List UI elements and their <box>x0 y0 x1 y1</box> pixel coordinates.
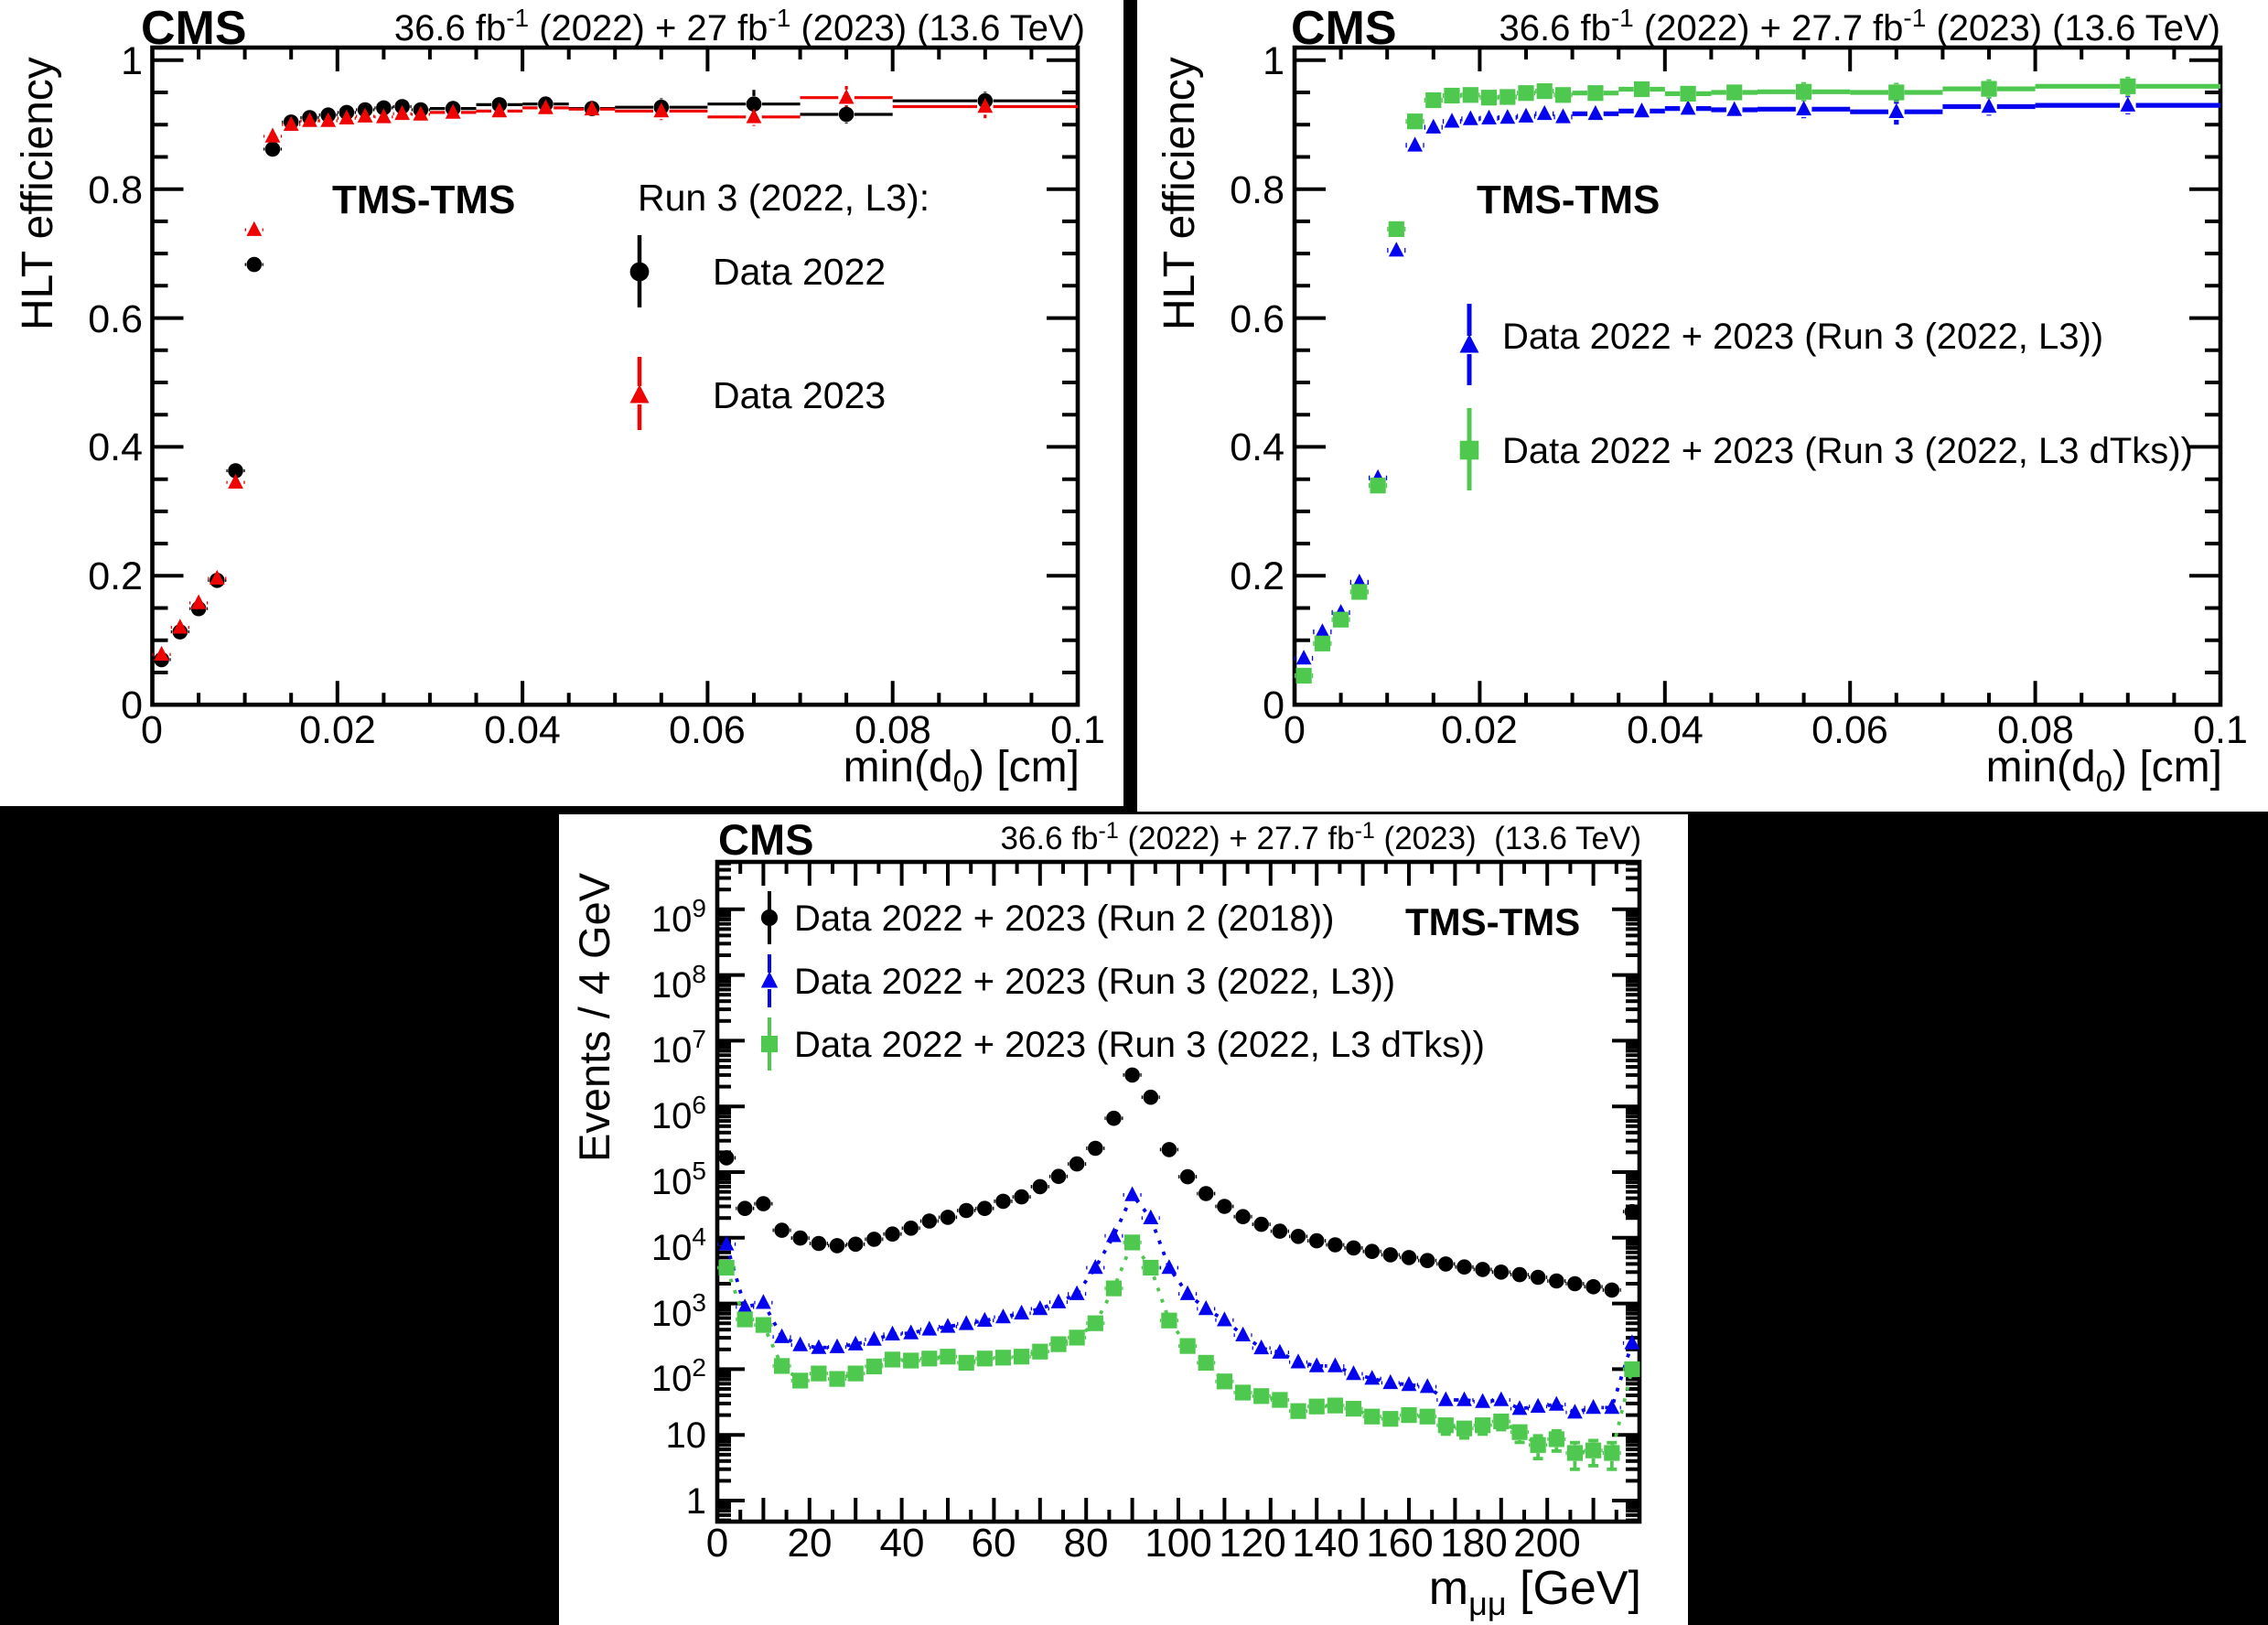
svg-text:36.6 fb-1 (2022) + 27 fb-1 (20: 36.6 fb-1 (2022) + 27 fb-1 (2023) (13.6 … <box>394 4 1085 48</box>
svg-text:107: 107 <box>651 1025 706 1071</box>
svg-text:0: 0 <box>1284 708 1306 752</box>
svg-text:min(d0) [cm]: min(d0) [cm] <box>1986 743 2222 798</box>
svg-text:Data 2022 + 2023 (Run 2 (2018): Data 2022 + 2023 (Run 2 (2018)) <box>794 899 1334 939</box>
svg-text:102: 102 <box>651 1353 706 1399</box>
svg-text:106: 106 <box>651 1091 706 1136</box>
svg-text:0.2: 0.2 <box>88 554 143 598</box>
svg-text:HLT efficiency: HLT efficiency <box>1155 57 1204 330</box>
svg-text:1: 1 <box>1263 39 1284 83</box>
svg-text:0.8: 0.8 <box>1230 168 1284 212</box>
svg-text:0.08: 0.08 <box>1997 708 2074 752</box>
svg-text:105: 105 <box>651 1157 706 1202</box>
svg-text:0.8: 0.8 <box>88 168 143 212</box>
svg-text:1: 1 <box>686 1481 706 1522</box>
svg-text:Events / 4 GeV: Events / 4 GeV <box>570 872 618 1162</box>
svg-text:200: 200 <box>1513 1521 1580 1566</box>
svg-text:Data 2022 + 2023 (Run 3 (2022,: Data 2022 + 2023 (Run 3 (2022, L3)) <box>1502 317 2103 357</box>
svg-text:20: 20 <box>788 1521 833 1566</box>
svg-text:Data 2022 + 2023 (Run 3 (2022,: Data 2022 + 2023 (Run 3 (2022, L3)) <box>794 962 1395 1002</box>
svg-text:0.04: 0.04 <box>484 708 561 752</box>
svg-text:0.6: 0.6 <box>1230 297 1284 341</box>
svg-text:120: 120 <box>1219 1521 1285 1566</box>
svg-text:Run 3 (2022, L3):: Run 3 (2022, L3): <box>638 177 930 219</box>
svg-text:0: 0 <box>1263 683 1284 727</box>
svg-text:0.02: 0.02 <box>1441 708 1518 752</box>
svg-text:0.06: 0.06 <box>669 708 746 752</box>
svg-text:140: 140 <box>1292 1521 1359 1566</box>
svg-text:Data 2023: Data 2023 <box>713 374 886 416</box>
svg-text:0.04: 0.04 <box>1627 708 1704 752</box>
svg-text:103: 103 <box>651 1288 706 1334</box>
svg-text:TMS-TMS: TMS-TMS <box>1405 900 1580 943</box>
svg-text:min(d0) [cm]: min(d0) [cm] <box>844 743 1080 798</box>
svg-text:108: 108 <box>651 960 706 1006</box>
svg-text:0.08: 0.08 <box>855 708 931 752</box>
svg-text:CMS: CMS <box>718 815 813 864</box>
svg-text:0.1: 0.1 <box>1050 708 1105 752</box>
svg-text:0.2: 0.2 <box>1230 554 1284 598</box>
svg-text:0: 0 <box>141 708 163 752</box>
svg-text:109: 109 <box>651 894 706 940</box>
svg-text:60: 60 <box>972 1521 1016 1566</box>
svg-text:0.4: 0.4 <box>88 425 143 469</box>
svg-text:0: 0 <box>121 683 143 727</box>
svg-text:0.6: 0.6 <box>88 297 143 341</box>
svg-text:40: 40 <box>880 1521 925 1566</box>
svg-text:104: 104 <box>651 1222 706 1268</box>
svg-text:HLT efficiency: HLT efficiency <box>14 57 62 330</box>
svg-text:180: 180 <box>1440 1521 1507 1566</box>
svg-text:0: 0 <box>706 1521 728 1566</box>
svg-text:Data 2022: Data 2022 <box>713 251 886 293</box>
svg-text:36.6 fb-1 (2022) + 27.7 fb-1 (: 36.6 fb-1 (2022) + 27.7 fb-1 (2023) (13.… <box>1499 4 2220 48</box>
svg-text:80: 80 <box>1064 1521 1109 1566</box>
svg-text:1: 1 <box>121 39 143 83</box>
svg-text:10: 10 <box>666 1415 707 1456</box>
svg-text:0.4: 0.4 <box>1230 425 1284 469</box>
svg-text:TMS-TMS: TMS-TMS <box>1477 178 1660 222</box>
svg-text:160: 160 <box>1366 1521 1433 1566</box>
svg-text:100: 100 <box>1145 1521 1211 1566</box>
svg-text:0.06: 0.06 <box>1811 708 1888 752</box>
svg-text:0.02: 0.02 <box>299 708 376 752</box>
svg-text:Data 2022 + 2023 (Run 3 (2022,: Data 2022 + 2023 (Run 3 (2022, L3 dTks)) <box>794 1025 1485 1065</box>
svg-text:0.1: 0.1 <box>2193 708 2248 752</box>
svg-text:mμμ [GeV]: mμμ [GeV] <box>1429 1562 1641 1622</box>
svg-text:TMS-TMS: TMS-TMS <box>332 178 515 222</box>
svg-text:Data 2022 + 2023 (Run 3 (2022,: Data 2022 + 2023 (Run 3 (2022, L3 dTks)) <box>1502 431 2193 471</box>
svg-text:36.6 fb-1 (2022) + 27.7 fb-1 (: 36.6 fb-1 (2022) + 27.7 fb-1 (2023) (13.… <box>1000 818 1641 856</box>
